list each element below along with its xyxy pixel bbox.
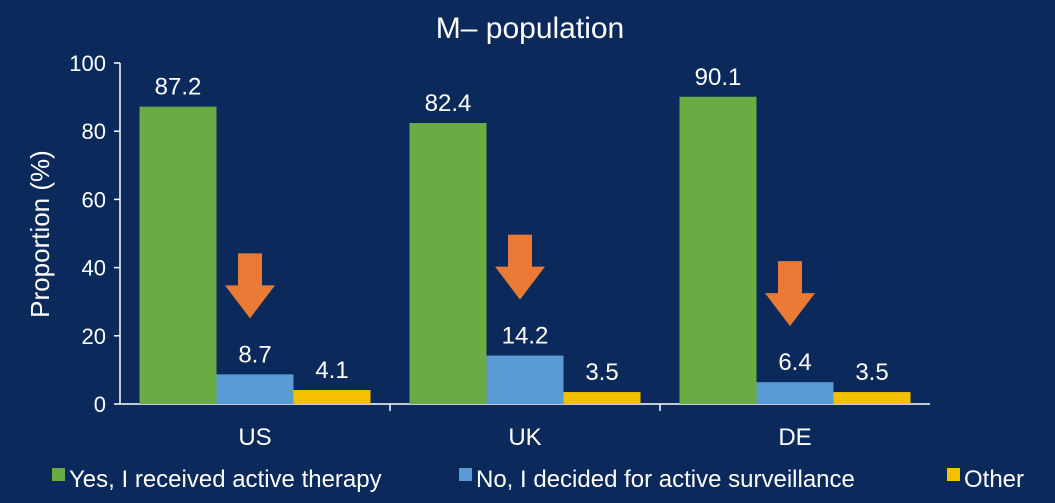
y-tick-label: 60 [82,187,106,212]
x-tick-label: DE [778,424,811,451]
bar-uk-series-0 [409,123,487,405]
bar-us-series-1 [216,374,294,404]
data-label: 8.7 [238,341,271,368]
y-tick-label: 80 [82,119,106,144]
down-arrow-icon [765,261,815,327]
data-label: 90.1 [695,64,742,91]
legend: Yes, I received active therapy No, I deci… [52,466,1024,493]
bar-us-series-0 [139,106,217,404]
legend-label-2: Other [964,466,1024,493]
x-tick-label: UK [508,424,541,451]
plot-area: 0 20 40 60 80 100 87.2 8.7 4.1 US 82.4 14.2 3.5 UK 90.… [69,51,930,451]
y-tick-label: 40 [82,256,106,281]
data-label: 4.1 [315,357,348,384]
bar-de-series-1 [756,382,834,404]
bar-uk-series-2 [563,392,641,404]
x-tick-label: US [238,424,271,451]
bar-uk-series-1 [486,355,564,404]
data-label: 3.5 [585,359,618,386]
data-label: 14.2 [502,323,549,350]
y-tick-label: 0 [94,392,106,417]
data-label: 6.4 [778,349,811,376]
y-axis-label: Proportion (%) [25,150,55,318]
legend-label-0: Yes, I received active therapy [69,466,382,493]
legend-swatch-0 [52,468,65,481]
bar-us-series-2 [293,390,371,404]
data-label: 82.4 [425,90,472,117]
chart-title: M– population [436,12,624,45]
bar-de-series-2 [833,392,911,404]
down-arrow-icon [225,253,275,319]
bar-de-series-0 [679,96,757,404]
y-tick-label: 20 [82,324,106,349]
data-label: 87.2 [155,74,202,101]
data-label: 3.5 [855,359,888,386]
legend-swatch-2 [947,468,960,481]
y-tick-label: 100 [69,51,106,76]
legend-swatch-1 [459,468,472,481]
legend-label-1: No, I decided for active surveillance [476,466,855,493]
down-arrow-icon [495,234,545,300]
